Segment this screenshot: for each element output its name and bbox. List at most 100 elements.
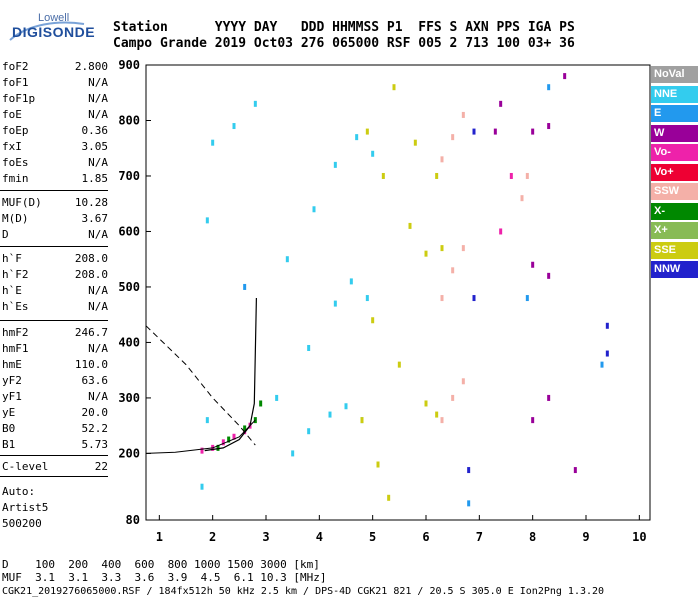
param-row-hmf2: hmF2 246.7 bbox=[2, 326, 108, 342]
series-point-ssw bbox=[451, 267, 455, 274]
y-tick-label: 800 bbox=[118, 113, 140, 127]
series-point-e bbox=[467, 500, 471, 507]
series-point-nne bbox=[307, 428, 311, 435]
param-row-foes: foEs N/A bbox=[2, 156, 108, 172]
param-value: 0.36 bbox=[81, 124, 109, 137]
param-value: N/A bbox=[88, 92, 108, 105]
series-point-sse bbox=[424, 250, 428, 257]
series-point-w bbox=[547, 123, 551, 130]
series-point-e bbox=[525, 295, 529, 302]
series-point-vo- bbox=[509, 172, 513, 179]
series-point-sse bbox=[397, 361, 401, 368]
param-value: 208.0 bbox=[74, 268, 108, 281]
series-point-sse bbox=[435, 172, 439, 179]
param-row-fxi: fxI 3.05 bbox=[2, 140, 108, 156]
series-point-nnw bbox=[605, 350, 609, 357]
param-label: D bbox=[2, 228, 9, 241]
digisonde-logo-swoosh bbox=[9, 21, 85, 41]
series-point-nne bbox=[232, 123, 236, 130]
series-point-nne bbox=[371, 150, 375, 157]
series-point-sse bbox=[440, 245, 444, 252]
param-row-c-level: C-level 22 bbox=[2, 460, 108, 476]
series-point-w bbox=[531, 128, 535, 135]
param-label: yF2 bbox=[2, 374, 22, 387]
series-point-nne bbox=[291, 450, 295, 457]
param-value: 2.800 bbox=[74, 60, 108, 73]
param-label: foEs bbox=[2, 156, 29, 169]
y-tick-label: 80 bbox=[126, 513, 140, 527]
param-label: B0 bbox=[2, 422, 16, 435]
plot-frame bbox=[145, 64, 651, 521]
series-point-vo- bbox=[221, 439, 225, 446]
y-tick-label: 600 bbox=[118, 224, 140, 238]
series-point-nnw bbox=[472, 295, 476, 302]
legend-item-x-: X+ bbox=[651, 222, 698, 239]
param-row-d: D N/A bbox=[2, 228, 108, 244]
y-tick-label: 700 bbox=[118, 169, 140, 183]
series-point-sse bbox=[381, 172, 385, 179]
param-value: 22 bbox=[94, 460, 108, 473]
param-row-fof2: foF2 2.800 bbox=[2, 60, 108, 76]
y-tick-label: 200 bbox=[118, 446, 140, 460]
param-row-h-f2: h`F2 208.0 bbox=[2, 268, 108, 284]
series-point-ssw bbox=[461, 111, 465, 118]
legend-item-x-: X- bbox=[651, 202, 698, 220]
param-value: N/A bbox=[88, 300, 108, 313]
ordinary-trace-line bbox=[145, 419, 256, 454]
param-label: hmE bbox=[2, 358, 22, 371]
series-point-sse bbox=[376, 461, 380, 468]
series-point-vo- bbox=[499, 228, 503, 235]
legend-item-vo-: Vo+ bbox=[651, 163, 698, 181]
y-tick-label: 300 bbox=[118, 391, 140, 405]
series-point-nne bbox=[355, 134, 359, 141]
series-point-nne bbox=[365, 295, 369, 302]
series-point-nne bbox=[285, 256, 289, 263]
series-point-x- bbox=[227, 436, 231, 443]
param-value: 52.2 bbox=[81, 422, 109, 435]
x-tick-label: 1 bbox=[156, 530, 163, 544]
param-row-h-e: h`E N/A bbox=[2, 284, 108, 300]
muf-distance-row: D 100 200 400 600 800 1000 1500 3000 [km… bbox=[2, 558, 320, 571]
y-tick-label: 900 bbox=[118, 58, 140, 72]
param-value: 5.73 bbox=[81, 438, 109, 451]
y-tick-label: 500 bbox=[118, 280, 140, 294]
series-point-nne bbox=[333, 300, 337, 307]
param-value: N/A bbox=[88, 284, 108, 297]
series-point-ssw bbox=[451, 394, 455, 401]
param-row-m-d-: M(D) 3.67 bbox=[2, 212, 108, 228]
series-point-nne bbox=[211, 139, 215, 146]
param-label: fxI bbox=[2, 140, 22, 153]
series-point-ssw bbox=[461, 245, 465, 252]
param-value: 3.05 bbox=[81, 140, 109, 153]
param-label: MUF(D) bbox=[2, 196, 42, 209]
param-label: foF1p bbox=[2, 92, 36, 105]
param-value: N/A bbox=[88, 342, 108, 355]
series-point-e bbox=[600, 361, 604, 368]
series-point-sse bbox=[371, 317, 375, 324]
legend-item-ssw: SSW bbox=[651, 183, 698, 200]
param-row-b0: B0 52.2 bbox=[2, 422, 108, 438]
param-label: fmin bbox=[2, 172, 29, 185]
series-point-ssw bbox=[440, 295, 444, 302]
param-label: h`F2 bbox=[2, 268, 29, 281]
series-point-e bbox=[547, 84, 551, 91]
autoscale-label: Auto: bbox=[2, 485, 36, 498]
legend-item-nnw: NNW bbox=[651, 261, 698, 278]
param-label: hmF2 bbox=[2, 326, 29, 339]
series-point-x- bbox=[259, 400, 263, 407]
param-row-h-es: h`Es N/A bbox=[2, 300, 108, 316]
series-point-w bbox=[531, 417, 535, 424]
x-tick-label: 5 bbox=[369, 530, 376, 544]
param-value: N/A bbox=[88, 156, 108, 169]
legend-item-w: W bbox=[651, 124, 698, 142]
param-value: 10.28 bbox=[74, 196, 108, 209]
param-label: C-level bbox=[2, 460, 49, 473]
series-point-w bbox=[563, 73, 567, 80]
series-point-sse bbox=[387, 494, 391, 501]
separator bbox=[0, 190, 108, 191]
series-point-nne bbox=[205, 217, 209, 224]
autoscale-software: Artist5 bbox=[2, 501, 49, 514]
separator bbox=[0, 455, 108, 456]
header-row-values: Campo Grande 2019 Oct03 276 065000 RSF 0… bbox=[113, 36, 575, 51]
